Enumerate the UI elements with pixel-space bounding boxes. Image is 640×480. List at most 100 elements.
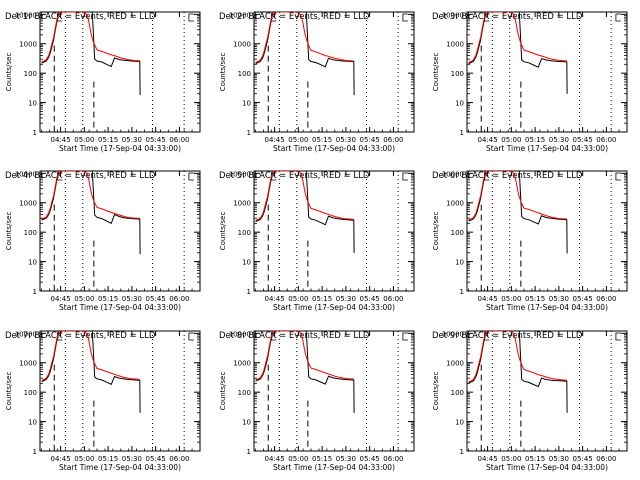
x-tick-label: 05:30 xyxy=(122,455,142,463)
chart-panel-9: Det 9r BLACK = Events, RED = LLD 1 10 100 10… xyxy=(432,330,628,472)
x-tick-label: 06:00 xyxy=(596,455,616,463)
y-tick-label: 1 xyxy=(247,129,251,137)
x-tick-label: 04:45 xyxy=(265,455,285,463)
plot-frame xyxy=(253,330,415,452)
x-tick-label: 05:00 xyxy=(288,455,308,463)
y-tick-label: 1000 xyxy=(19,41,37,49)
x-tick-label: 05:30 xyxy=(122,295,142,303)
plot-frame xyxy=(39,330,201,452)
chart-panel-6: Det 6r BLACK = Events, RED = LLD 1 10 100 10… xyxy=(432,170,628,312)
y-tick-label: 100 xyxy=(451,389,464,397)
x-tick-label: 05:30 xyxy=(549,136,569,144)
series-line-events xyxy=(255,171,355,253)
x-tick-label: 05:00 xyxy=(288,136,308,144)
plot-frame xyxy=(466,330,628,452)
x-tick-label: 06:00 xyxy=(383,295,403,303)
x-axis-label: Start Time (17-Sep-04 04:33:00) xyxy=(273,463,395,472)
y-tick-label: 1 xyxy=(460,129,464,137)
x-axis-label: Start Time (17-Sep-04 04:33:00) xyxy=(273,303,395,312)
y-tick-label: 10000 xyxy=(229,330,251,338)
chart-title: Det 9r BLACK = Events, RED = LLD xyxy=(432,331,583,341)
x-axis-label: Start Time (17-Sep-04 04:33:00) xyxy=(273,144,395,153)
y-axis-label: Counts/sec xyxy=(432,212,440,251)
x-tick-label: 06:00 xyxy=(169,136,189,144)
series-line-events xyxy=(255,331,355,413)
flag-mark xyxy=(615,13,621,22)
x-tick-label: 05:15 xyxy=(312,295,332,303)
y-tick-label: 1 xyxy=(460,448,464,456)
x-tick-label: 05:30 xyxy=(549,295,569,303)
series-line-lld xyxy=(255,171,354,221)
flag-mark xyxy=(615,332,621,341)
x-tick-label: 05:00 xyxy=(74,136,94,144)
x-tick-label: 05:30 xyxy=(549,455,569,463)
x-tick-label: 04:45 xyxy=(478,295,498,303)
series-line-events xyxy=(255,12,355,96)
x-tick-label: 06:00 xyxy=(596,295,616,303)
plot-frame xyxy=(39,170,201,292)
x-tick-label: 05:45 xyxy=(360,455,380,463)
y-tick-label: 10 xyxy=(455,100,464,108)
y-tick-label: 10 xyxy=(455,259,464,267)
x-tick-label: 05:45 xyxy=(360,295,380,303)
y-tick-label: 10000 xyxy=(229,170,251,178)
y-tick-label: 1 xyxy=(460,288,464,296)
y-axis-label: Counts/sec xyxy=(219,53,227,92)
chart-title: Det 7r BLACK = Events, RED = LLD xyxy=(5,331,156,341)
flag-mark xyxy=(402,13,408,22)
chart-title: Det 3r BLACK = Events, RED = LLD xyxy=(432,12,583,22)
x-tick-label: 04:45 xyxy=(478,136,498,144)
flag-mark xyxy=(402,172,408,181)
y-tick-label: 1 xyxy=(247,448,251,456)
y-tick-label: 1000 xyxy=(446,200,464,208)
y-tick-label: 10 xyxy=(242,100,251,108)
y-tick-label: 10 xyxy=(28,419,37,427)
x-tick-label: 05:30 xyxy=(336,455,356,463)
y-tick-label: 100 xyxy=(24,229,37,237)
series-line-events xyxy=(468,331,568,413)
series-line-events xyxy=(41,12,141,96)
series-line-events xyxy=(468,12,568,94)
chart-panel-2: Det 2r BLACK = Events, RED = LLD 1 10 100 10… xyxy=(219,11,415,153)
x-tick-label: 05:45 xyxy=(360,136,380,144)
x-tick-label: 05:45 xyxy=(573,295,593,303)
y-tick-label: 10000 xyxy=(229,11,251,19)
y-tick-label: 10 xyxy=(28,100,37,108)
y-tick-label: 1000 xyxy=(446,41,464,49)
x-tick-label: 05:00 xyxy=(288,295,308,303)
y-tick-label: 10 xyxy=(28,259,37,267)
x-tick-label: 05:15 xyxy=(98,295,118,303)
x-tick-label: 05:30 xyxy=(122,136,142,144)
series-line-events xyxy=(41,171,141,255)
x-tick-label: 05:30 xyxy=(336,295,356,303)
y-tick-label: 10 xyxy=(242,419,251,427)
x-tick-label: 06:00 xyxy=(169,455,189,463)
series-line-events xyxy=(468,171,568,254)
x-tick-label: 06:00 xyxy=(383,136,403,144)
flag-mark xyxy=(615,172,621,181)
y-axis-label: Counts/sec xyxy=(432,53,440,92)
y-tick-label: 1 xyxy=(33,448,37,456)
chart-title: Det 1r BLACK = Events, RED = LLD xyxy=(5,12,156,22)
series-line-lld xyxy=(41,171,140,220)
y-tick-label: 10000 xyxy=(15,170,37,178)
chart-panel-7: Det 7r BLACK = Events, RED = LLD 1 10 100 10… xyxy=(5,330,201,472)
chart-panel-8: Det 8r BLACK = Events, RED = LLD 1 10 100 10… xyxy=(219,330,415,472)
series-line-lld xyxy=(468,331,567,383)
x-tick-label: 05:15 xyxy=(525,455,545,463)
y-tick-label: 1 xyxy=(33,288,37,296)
x-tick-label: 05:00 xyxy=(501,295,521,303)
flag-mark xyxy=(188,13,194,22)
x-tick-label: 04:45 xyxy=(51,455,71,463)
y-tick-label: 10 xyxy=(455,419,464,427)
y-tick-label: 100 xyxy=(451,229,464,237)
y-tick-label: 1000 xyxy=(233,200,251,208)
x-tick-label: 05:15 xyxy=(525,295,545,303)
chart-title: Det 6r BLACK = Events, RED = LLD xyxy=(432,171,583,181)
x-tick-label: 05:00 xyxy=(74,295,94,303)
chart-panel-3: Det 3r BLACK = Events, RED = LLD 1 10 100 10… xyxy=(432,11,628,153)
chart-title: Det 8r BLACK = Events, RED = LLD xyxy=(219,331,370,341)
x-tick-label: 04:45 xyxy=(51,136,71,144)
x-tick-label: 05:00 xyxy=(501,136,521,144)
